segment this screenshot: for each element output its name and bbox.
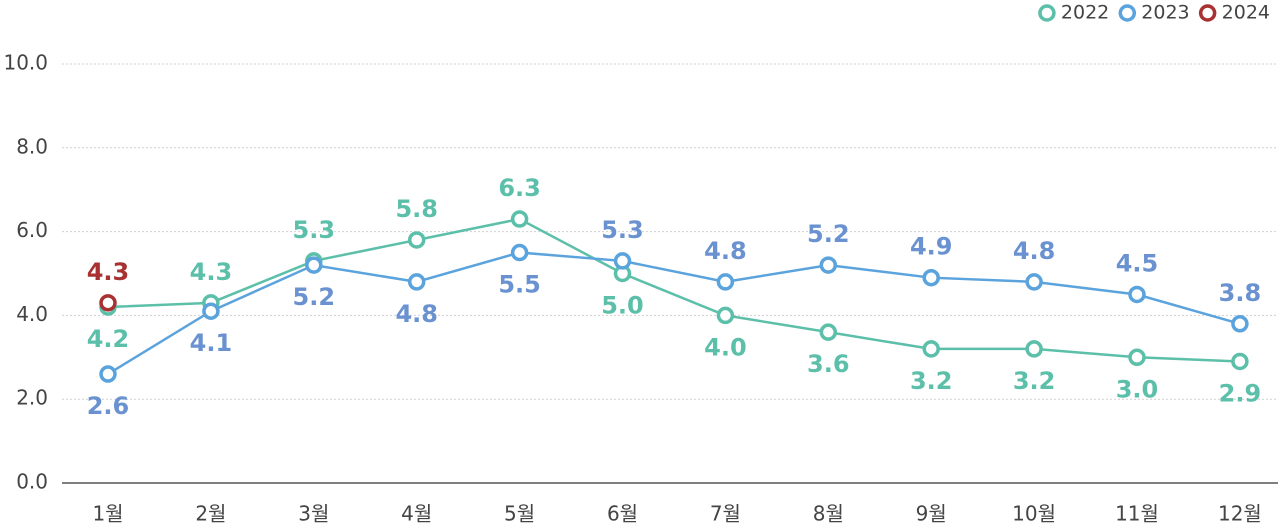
data-label: 3.0 <box>1116 375 1159 403</box>
data-label: 4.3 <box>87 258 130 286</box>
data-label: 4.8 <box>704 237 747 265</box>
point <box>819 323 838 341</box>
series-line <box>107 217 1240 363</box>
x-tick-label: 1월 <box>92 502 123 526</box>
data-label: 4.1 <box>190 329 233 357</box>
y-tick-label: 0.0 <box>16 470 48 494</box>
y-tick-label: 10.0 <box>3 51 48 75</box>
point <box>305 256 323 274</box>
x-tick-label: 2월 <box>195 502 226 526</box>
data-label: 5.3 <box>293 216 336 244</box>
point <box>1231 352 1249 371</box>
data-label: 5.0 <box>601 292 644 320</box>
data-label: 3.2 <box>1013 367 1056 395</box>
x-tick-label: 4월 <box>401 502 432 526</box>
point <box>613 252 632 270</box>
data-label: 3.2 <box>910 367 953 395</box>
point <box>922 268 940 287</box>
x-tick-label: 8월 <box>813 502 844 526</box>
legend-label: 2022 <box>1061 2 1109 24</box>
point <box>716 306 735 325</box>
x-tick-label: 6월 <box>607 502 638 526</box>
data-label: 2.9 <box>1219 379 1262 407</box>
point <box>922 340 940 358</box>
point <box>1128 285 1146 304</box>
legend-label: 2024 <box>1222 2 1270 24</box>
point <box>510 243 529 262</box>
data-label: 6.3 <box>498 174 541 202</box>
x-tick-label: 9월 <box>916 502 947 526</box>
data-label: 3.8 <box>1219 279 1262 307</box>
point <box>510 210 529 228</box>
x-tick-label: 12월 <box>1218 502 1262 526</box>
data-label: 4.3 <box>190 258 233 286</box>
data-label: 2.6 <box>87 392 130 420</box>
data-label: 5.3 <box>601 216 644 244</box>
legend-marker <box>1118 4 1137 22</box>
point <box>202 302 220 320</box>
x-tick-label: 10월 <box>1012 502 1056 526</box>
x-tick-label: 7월 <box>710 502 741 526</box>
data-label: 5.8 <box>395 195 438 223</box>
y-tick-label: 2.0 <box>16 386 48 410</box>
y-tick-label: 8.0 <box>16 134 48 158</box>
data-label: 5.2 <box>293 283 336 311</box>
legend-marker <box>1198 4 1217 22</box>
data-label: 4.9 <box>910 233 953 261</box>
series-line <box>107 251 1241 376</box>
legend-marker <box>1038 4 1056 22</box>
y-tick-label: 4.0 <box>16 302 48 326</box>
data-label: 4.0 <box>704 333 747 361</box>
data-label: 5.5 <box>498 271 541 299</box>
point <box>99 294 117 312</box>
data-label: 4.8 <box>1013 237 1056 265</box>
data-label: 5.2 <box>807 220 850 248</box>
y-tick-label: 6.0 <box>16 218 48 242</box>
point <box>1231 315 1249 333</box>
data-label: 4.8 <box>395 300 438 328</box>
x-tick-label: 5월 <box>504 502 535 526</box>
x-tick-label: 11월 <box>1115 502 1159 526</box>
point <box>1025 340 1043 358</box>
point <box>819 256 838 274</box>
data-label: 4.5 <box>1116 249 1159 277</box>
point <box>407 273 426 291</box>
x-tick-label: 3월 <box>298 502 329 526</box>
point <box>716 273 735 291</box>
data-label: 4.2 <box>87 325 130 353</box>
legend-label: 2023 <box>1141 2 1189 24</box>
data-label: 3.6 <box>807 350 850 378</box>
point <box>407 231 426 249</box>
point <box>1025 273 1043 291</box>
point <box>99 365 117 383</box>
point <box>1128 348 1146 367</box>
